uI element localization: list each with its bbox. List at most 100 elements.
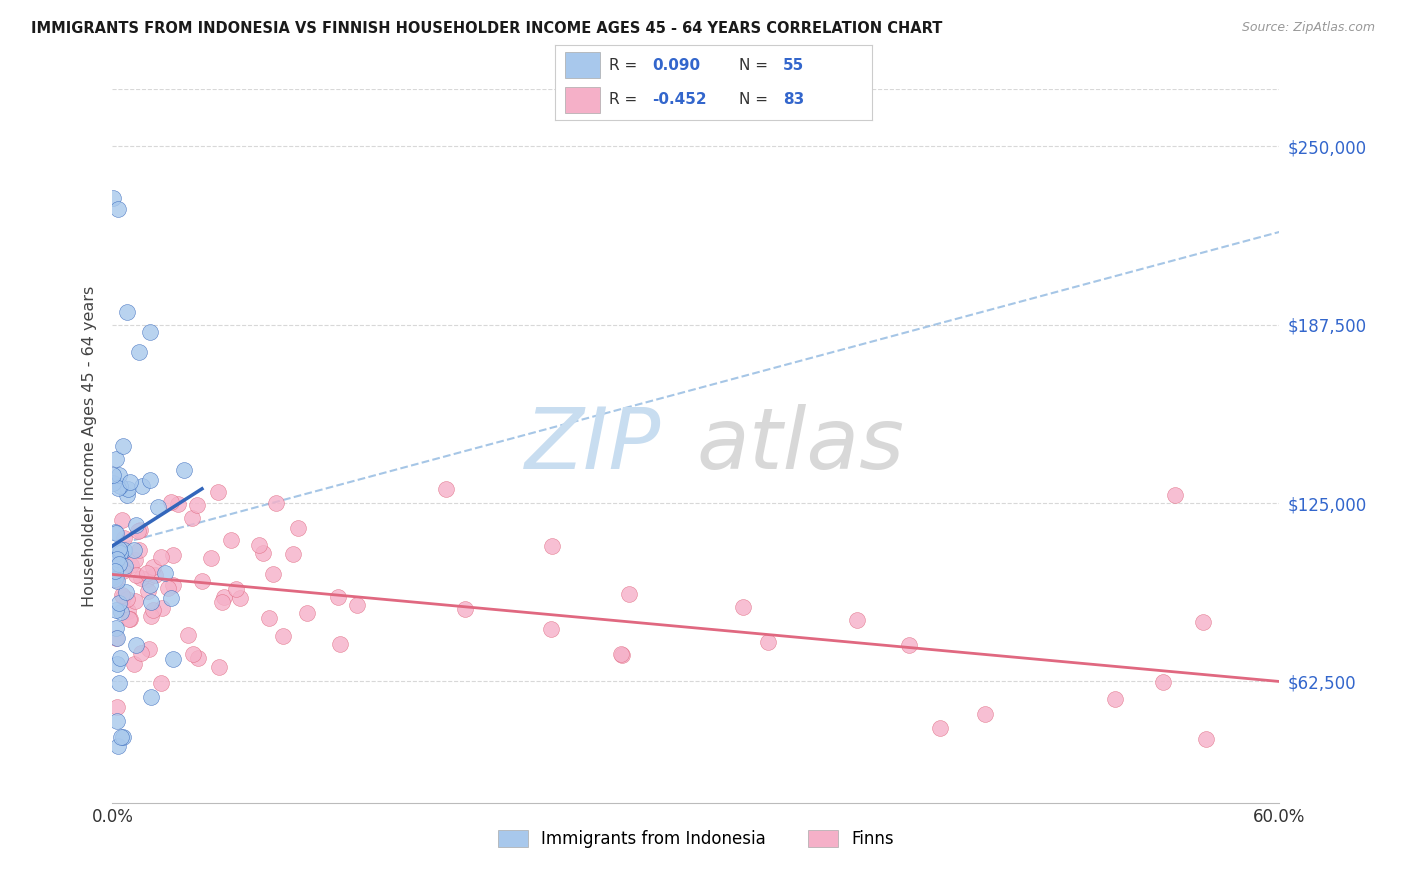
Point bbox=[173, 463, 195, 477]
Point bbox=[129, 523, 152, 537]
Point bbox=[295, 606, 318, 620]
Point bbox=[160, 591, 183, 606]
Point bbox=[208, 660, 231, 674]
Text: N =: N = bbox=[740, 58, 768, 72]
Point bbox=[139, 474, 162, 488]
Point bbox=[211, 595, 233, 609]
Point bbox=[115, 585, 138, 599]
Text: R =: R = bbox=[609, 58, 637, 72]
Point bbox=[125, 518, 148, 533]
Point bbox=[136, 584, 159, 599]
Point bbox=[104, 526, 127, 541]
Point bbox=[540, 622, 562, 636]
Point bbox=[143, 567, 166, 582]
Point bbox=[846, 613, 869, 627]
Point bbox=[111, 513, 134, 527]
Point bbox=[454, 602, 477, 616]
Point bbox=[346, 598, 368, 612]
Point bbox=[141, 690, 163, 705]
Point bbox=[115, 305, 138, 319]
Point bbox=[107, 739, 129, 753]
Point bbox=[103, 475, 125, 490]
Point bbox=[105, 632, 128, 646]
Point bbox=[229, 591, 252, 605]
Point bbox=[105, 552, 128, 566]
Bar bbox=[565, 87, 599, 112]
Point bbox=[107, 557, 129, 571]
Text: -0.452: -0.452 bbox=[652, 93, 706, 107]
Point bbox=[1194, 732, 1216, 747]
Point bbox=[112, 531, 135, 545]
Point bbox=[117, 482, 139, 496]
Point bbox=[142, 560, 165, 574]
Point bbox=[101, 191, 124, 205]
Point bbox=[162, 651, 184, 665]
Point bbox=[1104, 692, 1126, 706]
Point bbox=[108, 651, 131, 665]
Point bbox=[142, 603, 165, 617]
Point bbox=[136, 566, 159, 581]
Point bbox=[107, 543, 129, 558]
Point bbox=[108, 479, 131, 493]
Point bbox=[262, 566, 284, 581]
Point bbox=[101, 467, 124, 482]
Point bbox=[207, 484, 229, 499]
Point bbox=[107, 467, 129, 482]
Point bbox=[249, 538, 271, 552]
Text: 83: 83 bbox=[783, 93, 804, 107]
Point bbox=[131, 479, 153, 493]
Point bbox=[112, 730, 135, 744]
Bar bbox=[565, 52, 599, 78]
Point bbox=[156, 581, 179, 595]
Point bbox=[124, 542, 146, 557]
Text: 0.090: 0.090 bbox=[652, 58, 700, 72]
Point bbox=[111, 588, 134, 602]
Point bbox=[186, 498, 208, 512]
Point bbox=[112, 542, 135, 557]
Point bbox=[190, 574, 212, 588]
Point bbox=[139, 325, 162, 339]
Point bbox=[120, 475, 142, 490]
Point bbox=[128, 543, 150, 558]
Point bbox=[287, 521, 309, 535]
Point bbox=[124, 552, 146, 566]
Text: ZIP: ZIP bbox=[524, 404, 661, 488]
Point bbox=[225, 582, 247, 597]
Point bbox=[108, 596, 131, 610]
Point bbox=[160, 495, 183, 509]
Point bbox=[127, 524, 149, 539]
Point bbox=[540, 540, 562, 554]
Point bbox=[120, 558, 142, 573]
Point bbox=[108, 541, 131, 556]
Point bbox=[328, 590, 350, 604]
Point bbox=[104, 603, 127, 617]
Point bbox=[107, 202, 129, 216]
Point bbox=[118, 612, 141, 626]
Point bbox=[129, 572, 152, 586]
Point bbox=[187, 651, 209, 665]
Point bbox=[212, 591, 235, 605]
Point bbox=[329, 637, 352, 651]
Point bbox=[162, 577, 184, 591]
Point bbox=[112, 590, 135, 604]
Point bbox=[108, 546, 131, 560]
Point bbox=[219, 533, 242, 548]
Point bbox=[103, 561, 125, 575]
Point bbox=[181, 510, 204, 524]
Point bbox=[110, 605, 132, 619]
Point bbox=[105, 700, 128, 714]
Point bbox=[110, 549, 132, 563]
Legend: Immigrants from Indonesia, Finns: Immigrants from Indonesia, Finns bbox=[492, 823, 900, 855]
Text: 55: 55 bbox=[783, 58, 804, 72]
Point bbox=[150, 549, 173, 564]
Point bbox=[104, 564, 127, 578]
Point bbox=[138, 577, 160, 591]
Point bbox=[974, 707, 997, 722]
Point bbox=[273, 629, 295, 643]
Point bbox=[264, 496, 287, 510]
Point bbox=[110, 730, 132, 744]
Point bbox=[434, 483, 457, 497]
Text: N =: N = bbox=[740, 93, 768, 107]
Point bbox=[128, 344, 150, 359]
Point bbox=[1192, 615, 1215, 629]
